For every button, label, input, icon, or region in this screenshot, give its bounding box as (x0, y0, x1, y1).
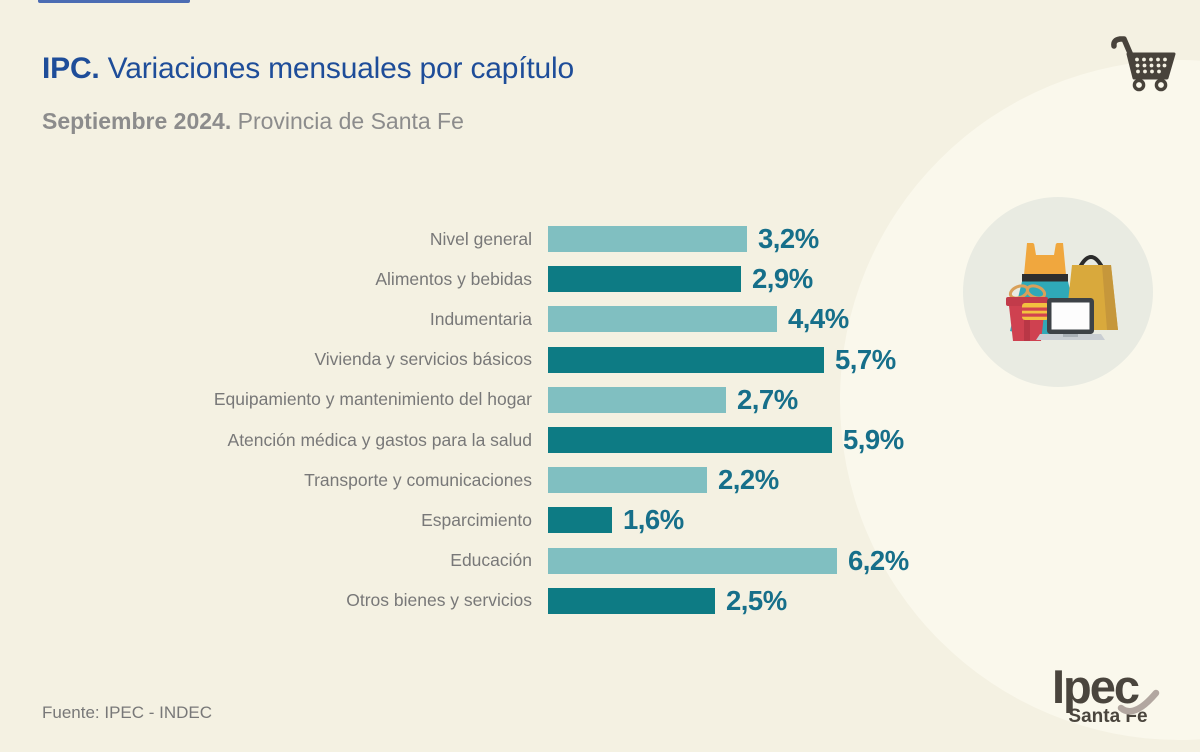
value-bar (548, 467, 707, 494)
value-label: 2,7% (737, 383, 798, 415)
value-bar (548, 306, 777, 333)
category-label: Atención médica y gastos para la salud (227, 429, 532, 450)
value-label: 6,2% (848, 544, 909, 576)
clutch-purse-icon (1022, 303, 1049, 320)
laptop-icon (1036, 298, 1105, 340)
chart-row: Atención médica y gastos para la salud 5,… (42, 420, 909, 460)
chart-row: Educación 6,2% (42, 541, 909, 581)
subtitle-region: Provincia de Santa Fe (231, 108, 464, 134)
chart-row: Vivienda y servicios básicos 5,7% (42, 340, 909, 380)
category-label: Transporte y comunicaciones (304, 469, 532, 490)
gift-box-icon (1006, 284, 1048, 341)
ipec-logo: Ipec Santa Fe (1030, 660, 1160, 728)
subtitle-date: Septiembre 2024. (42, 108, 232, 134)
category-label: Equipamiento y mantenimiento del hogar (213, 389, 532, 410)
chart-row: Indumentaria 4,4% (42, 299, 909, 339)
category-label: Esparcimiento (421, 509, 532, 530)
value-bar (548, 427, 832, 454)
chart-row: Otros bienes y servicios 2,5% (42, 581, 909, 621)
page-title-text: Variaciones mensuales por capítulo (99, 52, 574, 85)
value-bar (548, 587, 715, 614)
bar-chart: Nivel general 3,2% Alimentos y bebidas 2,9%… (42, 219, 909, 621)
value-bar (548, 507, 612, 534)
value-label: 4,4% (788, 303, 849, 335)
category-label: Nivel general (429, 228, 532, 249)
page-title-prefix: IPC. (42, 52, 100, 85)
category-label: Alimentos y bebidas (375, 268, 532, 289)
value-label: 2,9% (752, 263, 813, 295)
value-label: 1,6% (623, 504, 684, 536)
page-subtitle: Septiembre 2024. Provincia de Santa Fe (42, 108, 464, 135)
chart-row: Transporte y comunicaciones 2,2% (42, 460, 909, 500)
value-bar (548, 226, 747, 253)
value-label: 3,2% (758, 223, 819, 255)
top-edge-accent-line (38, 0, 190, 3)
value-bar (548, 386, 726, 413)
value-bar (548, 266, 741, 293)
value-label: 2,5% (726, 584, 787, 616)
shopping-items-illustration (963, 197, 1153, 387)
category-label: Vivienda y servicios básicos (314, 349, 532, 370)
value-bar (548, 547, 837, 574)
value-label: 2,2% (718, 464, 779, 496)
value-label: 5,7% (835, 343, 896, 375)
page-title: IPC. Variaciones mensuales por capítulo (42, 52, 574, 86)
category-label: Indumentaria (429, 308, 532, 329)
category-label: Otros bienes y servicios (346, 590, 532, 611)
shopping-cart-icon (1111, 36, 1176, 92)
chart-row: Esparcimiento 1,6% (42, 500, 909, 540)
value-bar (548, 346, 824, 373)
value-label: 5,9% (843, 424, 904, 456)
chart-row: Equipamiento y mantenimiento del hogar 2,… (42, 380, 909, 420)
source-note: Fuente: IPEC - INDEC (42, 703, 213, 722)
chart-row: Nivel general 3,2% (42, 219, 909, 259)
chart-row: Alimentos y bebidas 2,9% (42, 259, 909, 299)
ipec-logo-text: Ipec (1051, 660, 1140, 713)
logo-swoosh-icon (1117, 689, 1160, 715)
category-label: Educación (450, 550, 532, 571)
